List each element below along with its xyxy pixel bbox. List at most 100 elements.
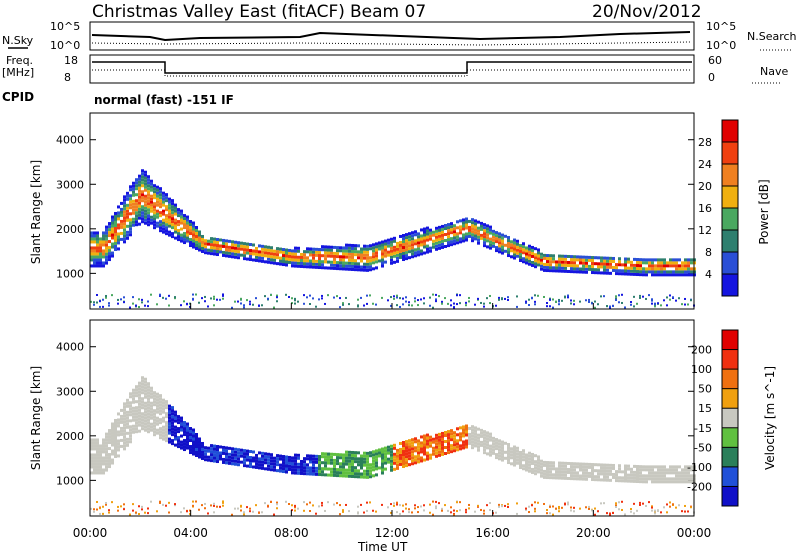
velocity-cell xyxy=(138,411,141,415)
power-cell xyxy=(108,231,111,235)
velocity-cell xyxy=(438,450,441,454)
power-cell xyxy=(405,245,408,249)
power-cell xyxy=(330,251,333,255)
power-cell xyxy=(273,258,276,262)
velocity-cell xyxy=(336,474,339,478)
power-cell xyxy=(141,298,143,301)
velocity-cell xyxy=(543,475,546,479)
power-cell xyxy=(114,247,117,251)
velocity-cell xyxy=(267,461,270,465)
power-cell xyxy=(531,254,534,258)
power-cell xyxy=(660,264,663,268)
velocity-cell xyxy=(213,511,215,514)
velocity-cell xyxy=(660,474,663,478)
velocity-cell xyxy=(258,466,261,470)
velocity-cell xyxy=(450,447,453,451)
power-cell xyxy=(258,253,261,257)
velocity-cell xyxy=(411,438,414,442)
power-cell xyxy=(90,300,92,303)
power-cell xyxy=(477,226,480,230)
velocity-cell xyxy=(435,451,438,455)
velocity-cell xyxy=(246,458,249,462)
power-cell xyxy=(486,297,488,300)
power-cell xyxy=(123,296,125,299)
velocity-cell xyxy=(552,505,554,508)
power-cell xyxy=(513,241,516,245)
power-cell xyxy=(489,243,492,247)
power-cell xyxy=(177,208,180,212)
power-cell xyxy=(120,207,123,211)
power-cell xyxy=(147,199,150,203)
power-cell xyxy=(360,247,363,251)
power-cell xyxy=(306,259,309,263)
power-cell xyxy=(279,247,282,251)
velocity-cell xyxy=(417,454,420,458)
velocity-cell xyxy=(171,427,174,431)
power-cell xyxy=(381,261,384,265)
power-cell xyxy=(417,238,420,242)
velocity-cell xyxy=(597,469,600,473)
velocity-cell xyxy=(588,471,591,475)
power-cell xyxy=(273,306,275,309)
velocity-cell xyxy=(132,406,135,410)
velocity-cell xyxy=(117,424,120,428)
power-cell xyxy=(297,258,300,262)
power-cell xyxy=(189,302,191,305)
velocity-cell xyxy=(567,503,569,506)
velocity-cell xyxy=(366,460,369,464)
power-cell xyxy=(381,240,384,244)
velocity-cell xyxy=(435,442,438,446)
power-cell xyxy=(603,268,606,272)
velocity-cell xyxy=(294,462,297,466)
power-cell xyxy=(318,260,321,264)
colorbar-tick-label: -50 xyxy=(694,441,712,454)
power-cell xyxy=(147,214,150,218)
power-cell xyxy=(528,250,531,254)
power-cell xyxy=(93,261,96,265)
velocity-cell xyxy=(345,459,348,463)
velocity-cell xyxy=(210,444,213,448)
power-cell xyxy=(423,239,426,243)
velocity-cell xyxy=(105,462,108,466)
velocity-cell xyxy=(207,446,210,450)
velocity-cell xyxy=(195,445,198,449)
velocity-cell xyxy=(192,504,194,507)
power-cell xyxy=(546,260,549,264)
power-cell xyxy=(186,303,188,306)
power-cell xyxy=(522,248,525,252)
power-cell xyxy=(171,220,174,224)
power-cell xyxy=(483,229,486,233)
velocity-cell xyxy=(408,445,411,449)
velocity-cell xyxy=(192,428,195,432)
power-cell xyxy=(162,194,165,198)
velocity-cell xyxy=(501,449,504,453)
velocity-cell xyxy=(141,382,144,386)
power-cell xyxy=(270,246,273,250)
velocity-cell xyxy=(498,454,501,458)
velocity-cell xyxy=(573,474,576,478)
velocity-cell xyxy=(231,513,233,516)
power-cell xyxy=(645,258,648,262)
power-cell xyxy=(588,258,591,262)
power-cell xyxy=(654,258,657,262)
power-cell xyxy=(108,228,111,232)
velocity-cell xyxy=(681,468,684,472)
power-cell xyxy=(111,215,114,219)
power-cell xyxy=(147,305,149,308)
power-cell xyxy=(246,248,249,252)
power-cell xyxy=(261,256,264,260)
velocity-cell xyxy=(105,435,108,439)
power-cell xyxy=(390,258,393,262)
power-cell xyxy=(150,293,152,296)
power-cell xyxy=(123,222,126,226)
power-cell xyxy=(651,264,654,268)
power-cell xyxy=(534,256,537,260)
power-cell xyxy=(351,261,354,265)
power-cell xyxy=(579,270,582,274)
velocity-cell xyxy=(474,435,477,439)
power-cell xyxy=(144,203,147,207)
nsearch-label: N.Search xyxy=(747,30,797,43)
velocity-cell xyxy=(510,456,513,460)
power-cell xyxy=(117,241,120,245)
